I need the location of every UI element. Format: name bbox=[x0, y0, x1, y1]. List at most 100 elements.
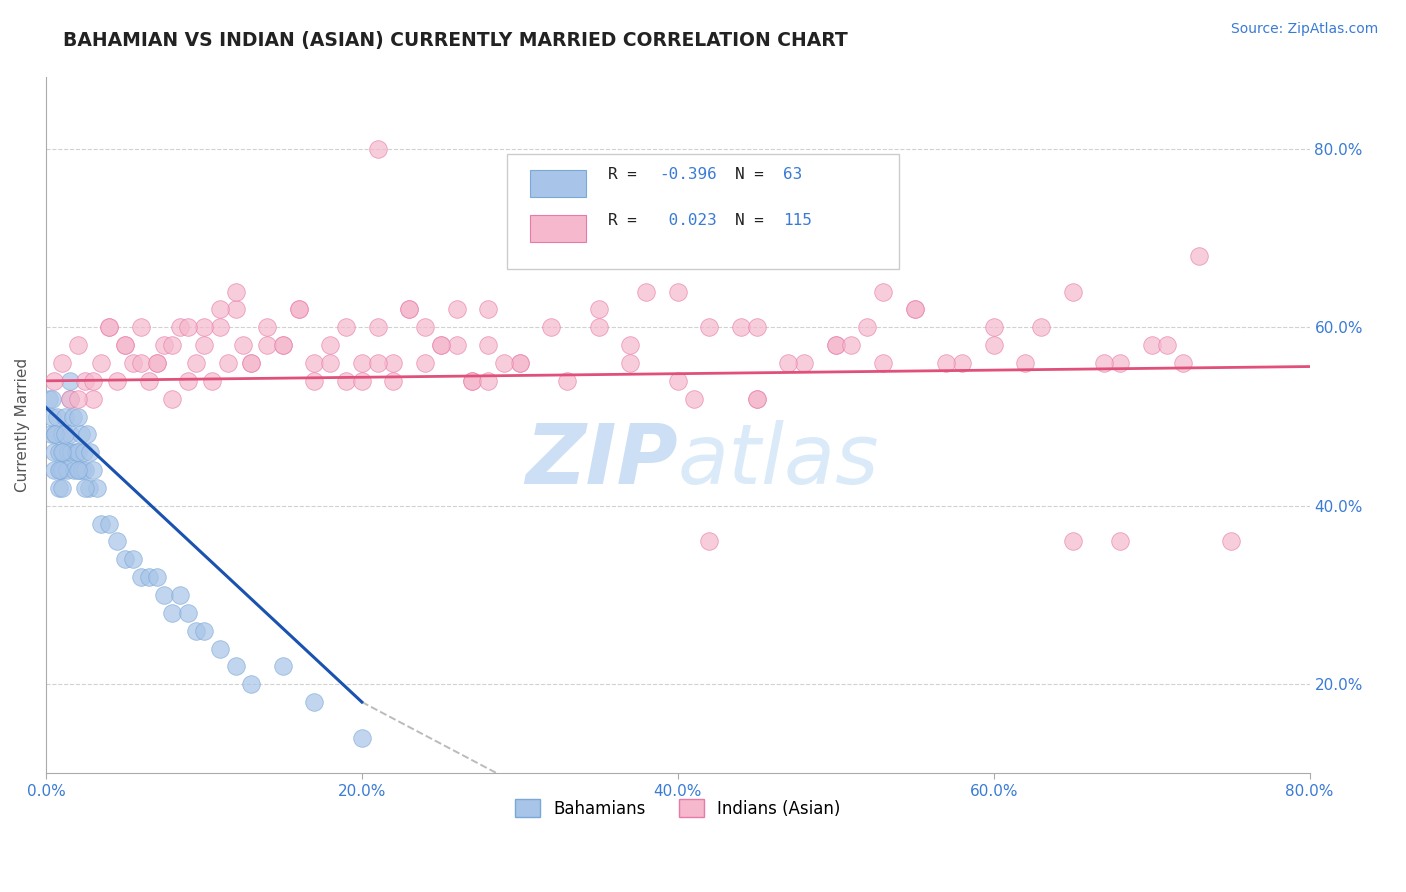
Point bbox=[51, 427, 73, 442]
Point bbox=[177, 606, 200, 620]
Point bbox=[51, 463, 73, 477]
Point bbox=[66, 463, 89, 477]
Point bbox=[145, 356, 167, 370]
Point bbox=[350, 356, 373, 370]
Point bbox=[1173, 356, 1195, 370]
Point bbox=[75, 481, 97, 495]
Point bbox=[1014, 356, 1036, 370]
Point bbox=[232, 338, 254, 352]
Point bbox=[477, 338, 499, 352]
Point bbox=[82, 392, 104, 406]
Point bbox=[129, 320, 152, 334]
Point bbox=[367, 356, 389, 370]
Point bbox=[67, 463, 90, 477]
Point bbox=[492, 356, 515, 370]
Point bbox=[77, 481, 100, 495]
Point bbox=[138, 374, 160, 388]
Point bbox=[72, 463, 94, 477]
Point bbox=[904, 302, 927, 317]
Text: ZIP: ZIP bbox=[524, 420, 678, 500]
Point bbox=[793, 356, 815, 370]
Point bbox=[224, 285, 246, 299]
Point bbox=[129, 356, 152, 370]
FancyBboxPatch shape bbox=[508, 154, 898, 268]
Text: 0.023: 0.023 bbox=[659, 212, 717, 227]
Point bbox=[76, 427, 98, 442]
Point bbox=[666, 285, 689, 299]
Point bbox=[98, 320, 121, 334]
Point bbox=[129, 570, 152, 584]
Point bbox=[636, 285, 658, 299]
Point bbox=[319, 338, 342, 352]
Point bbox=[682, 392, 704, 406]
Point bbox=[42, 463, 65, 477]
Point bbox=[53, 427, 76, 442]
Point bbox=[367, 142, 389, 156]
Point bbox=[619, 356, 641, 370]
Point bbox=[59, 374, 82, 388]
Point bbox=[169, 588, 191, 602]
Point bbox=[1188, 249, 1211, 263]
Point bbox=[304, 374, 326, 388]
Point bbox=[872, 356, 894, 370]
Point bbox=[162, 338, 184, 352]
Point bbox=[121, 552, 143, 566]
Point bbox=[950, 356, 973, 370]
Point bbox=[193, 338, 215, 352]
Point bbox=[335, 320, 357, 334]
Point bbox=[1109, 356, 1132, 370]
Text: 115: 115 bbox=[783, 212, 811, 227]
Point bbox=[184, 624, 207, 638]
Text: 63: 63 bbox=[783, 168, 801, 182]
Point bbox=[48, 463, 70, 477]
Point bbox=[730, 320, 752, 334]
Point bbox=[153, 338, 176, 352]
Point bbox=[217, 356, 239, 370]
Point bbox=[240, 356, 263, 370]
Point bbox=[1140, 338, 1163, 352]
Point bbox=[169, 320, 191, 334]
Point bbox=[44, 427, 66, 442]
Point bbox=[778, 356, 800, 370]
Text: N =: N = bbox=[734, 168, 763, 182]
Point bbox=[46, 409, 69, 424]
Point bbox=[224, 302, 246, 317]
Point bbox=[319, 356, 342, 370]
Point bbox=[201, 374, 224, 388]
Point bbox=[79, 445, 101, 459]
Point bbox=[367, 320, 389, 334]
Point bbox=[208, 302, 231, 317]
Point bbox=[461, 374, 484, 388]
Point bbox=[350, 731, 373, 745]
Point bbox=[75, 374, 97, 388]
Point bbox=[446, 302, 468, 317]
Point bbox=[413, 356, 436, 370]
Point bbox=[287, 302, 309, 317]
Point bbox=[983, 320, 1005, 334]
Point bbox=[287, 302, 309, 317]
Point bbox=[39, 427, 62, 442]
Point bbox=[114, 552, 136, 566]
Point bbox=[588, 320, 610, 334]
Point bbox=[105, 534, 128, 549]
Point bbox=[382, 374, 405, 388]
Point bbox=[44, 427, 66, 442]
Point bbox=[619, 338, 641, 352]
Point bbox=[177, 374, 200, 388]
Point bbox=[350, 374, 373, 388]
Point bbox=[51, 445, 73, 459]
Y-axis label: Currently Married: Currently Married bbox=[15, 359, 30, 492]
Point bbox=[335, 374, 357, 388]
Point bbox=[1219, 534, 1241, 549]
Point bbox=[69, 427, 91, 442]
Point bbox=[398, 302, 420, 317]
Point bbox=[461, 374, 484, 388]
Point bbox=[509, 356, 531, 370]
Point bbox=[224, 659, 246, 673]
Point bbox=[382, 356, 405, 370]
Point bbox=[304, 356, 326, 370]
Point bbox=[66, 392, 89, 406]
Point bbox=[59, 392, 82, 406]
Point bbox=[48, 445, 70, 459]
Legend: Bahamians, Indians (Asian): Bahamians, Indians (Asian) bbox=[508, 793, 848, 824]
